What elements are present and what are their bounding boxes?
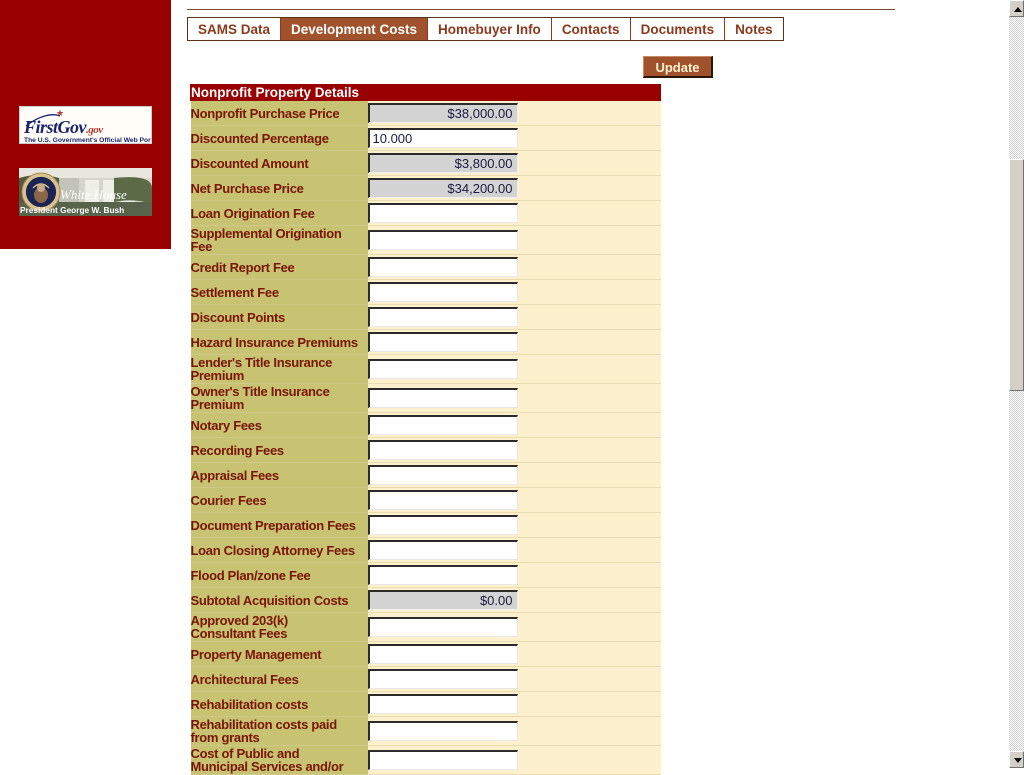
svg-text:The U.S. Government's Official: The U.S. Government's Official Web Porta…	[24, 137, 152, 144]
svg-text:President George W. Bush: President George W. Bush	[20, 205, 124, 215]
svg-text:White House: White House	[60, 187, 127, 202]
